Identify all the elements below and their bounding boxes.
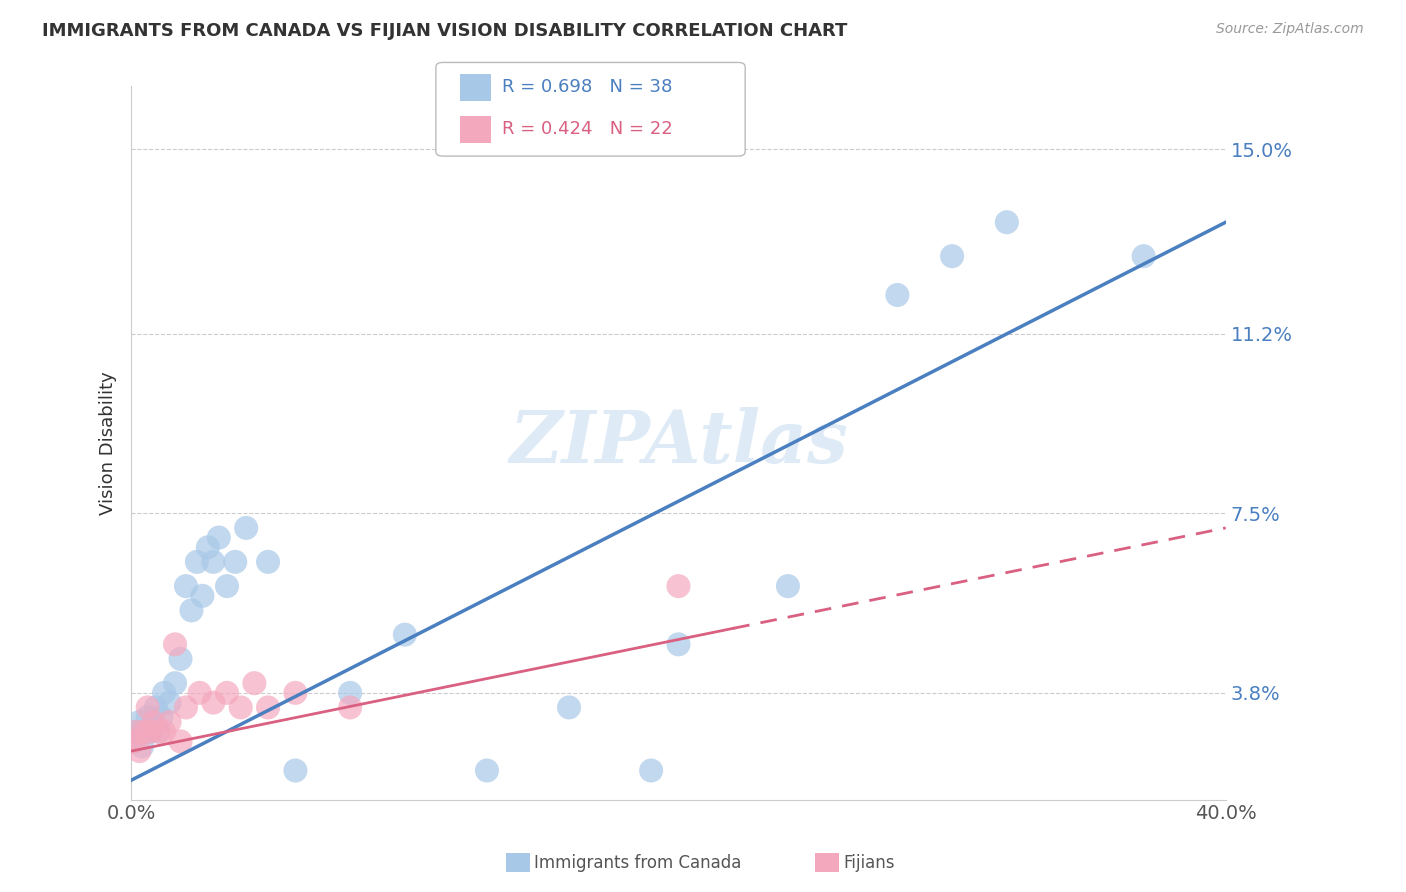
Point — [174, 579, 197, 593]
Point — [668, 579, 690, 593]
Point — [886, 288, 908, 302]
Point — [136, 710, 159, 724]
Point — [215, 579, 238, 593]
Point — [284, 686, 307, 700]
Point — [188, 686, 211, 700]
Point — [257, 700, 280, 714]
Point — [197, 541, 219, 555]
Point — [169, 734, 191, 748]
Point — [134, 724, 156, 739]
Point — [995, 215, 1018, 229]
Point — [169, 652, 191, 666]
Point — [339, 686, 361, 700]
Point — [257, 555, 280, 569]
Point — [229, 700, 252, 714]
Point — [224, 555, 246, 569]
Point — [153, 686, 176, 700]
Point — [153, 724, 176, 739]
Point — [558, 700, 581, 714]
Text: Source: ZipAtlas.com: Source: ZipAtlas.com — [1216, 22, 1364, 37]
Point — [243, 676, 266, 690]
Point — [148, 724, 170, 739]
Point — [159, 714, 181, 729]
Point — [142, 714, 165, 729]
Point — [776, 579, 799, 593]
Point — [128, 714, 150, 729]
Point — [125, 724, 148, 739]
Point — [131, 739, 153, 754]
Point — [235, 521, 257, 535]
Point — [145, 700, 167, 714]
Point — [150, 710, 173, 724]
Point — [186, 555, 208, 569]
Point — [1132, 249, 1154, 263]
Point — [394, 627, 416, 641]
Point — [163, 676, 186, 690]
Point — [142, 714, 165, 729]
Point — [202, 696, 225, 710]
Point — [128, 744, 150, 758]
Point — [148, 724, 170, 739]
Text: R = 0.698   N = 38: R = 0.698 N = 38 — [502, 78, 672, 96]
Point — [208, 531, 231, 545]
Point — [139, 724, 162, 739]
Point — [215, 686, 238, 700]
Point — [125, 724, 148, 739]
Point — [136, 700, 159, 714]
Y-axis label: Vision Disability: Vision Disability — [100, 371, 117, 515]
Text: Immigrants from Canada: Immigrants from Canada — [534, 855, 741, 872]
Point — [339, 700, 361, 714]
Point — [122, 734, 145, 748]
Point — [122, 734, 145, 748]
Text: IMMIGRANTS FROM CANADA VS FIJIAN VISION DISABILITY CORRELATION CHART: IMMIGRANTS FROM CANADA VS FIJIAN VISION … — [42, 22, 848, 40]
Point — [668, 637, 690, 651]
Text: ZIPAtlas: ZIPAtlas — [509, 408, 848, 478]
Point — [941, 249, 963, 263]
Point — [191, 589, 214, 603]
Point — [159, 696, 181, 710]
Point — [134, 724, 156, 739]
Text: R = 0.424   N = 22: R = 0.424 N = 22 — [502, 120, 672, 138]
Point — [163, 637, 186, 651]
Point — [284, 764, 307, 778]
Point — [174, 700, 197, 714]
Point — [202, 555, 225, 569]
Text: Fijians: Fijians — [844, 855, 896, 872]
Point — [640, 764, 662, 778]
Point — [139, 724, 162, 739]
Point — [475, 764, 498, 778]
Point — [180, 603, 202, 617]
